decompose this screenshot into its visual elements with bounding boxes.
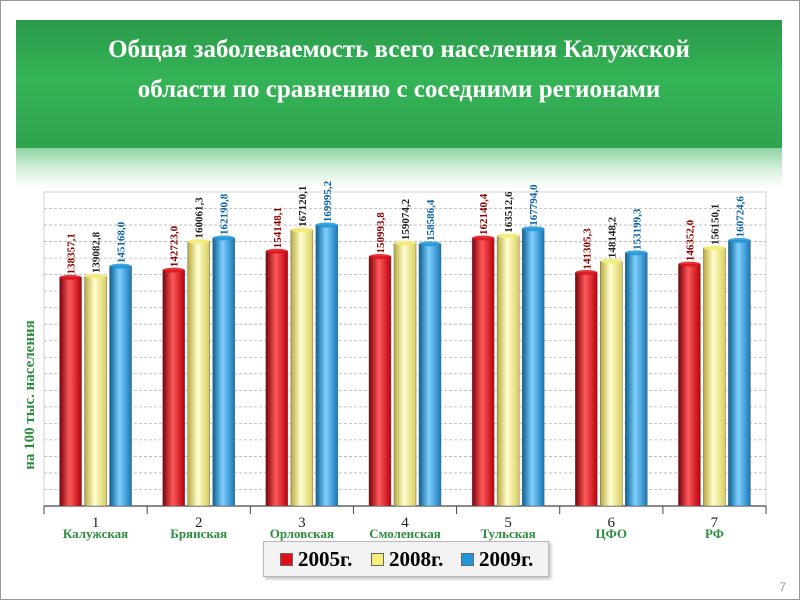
bar-value-label-2005: 142723,0 xyxy=(169,225,181,267)
bar-value-label-2009: 145168,0 xyxy=(116,221,128,263)
bar-2008 xyxy=(84,275,107,507)
bar-2009 xyxy=(418,243,442,507)
bar-value-label-2008: 139082,8 xyxy=(91,231,103,273)
bar-top-2008 xyxy=(394,240,416,246)
bar-2005 xyxy=(59,277,82,507)
bar-value-label-2009: 158586,4 xyxy=(425,199,437,241)
bar-top-2008 xyxy=(703,245,726,251)
bar-2005 xyxy=(368,256,392,507)
bar-2005 xyxy=(678,263,701,507)
slide-title: Общая заболеваемость всего населения Кал… xyxy=(16,30,782,110)
legend-item-2008: 2008г. xyxy=(371,546,444,571)
legend-item-2009: 2009г. xyxy=(461,546,534,571)
category-number: 3 xyxy=(298,515,306,531)
category-number: 5 xyxy=(504,515,512,531)
bar-value-label-2005: 162140,4 xyxy=(478,193,490,235)
bar-top-2005 xyxy=(678,261,701,267)
category-label: Тульская xyxy=(481,526,536,541)
bar-2009 xyxy=(109,265,132,507)
bar-value-label-2009: 162190,8 xyxy=(219,193,231,235)
legend-label-2009: 2009г. xyxy=(479,546,534,571)
bar-top-2009 xyxy=(419,241,441,247)
category-number: 4 xyxy=(401,515,409,531)
bar-value-label-2009: 153199,3 xyxy=(631,208,643,250)
bar-value-label-2005: 150993,8 xyxy=(375,212,387,254)
bar-2008 xyxy=(290,229,314,507)
bar-2005 xyxy=(162,269,185,507)
bar-2009 xyxy=(728,240,751,507)
bar-2005 xyxy=(471,237,495,507)
legend-swatch-2005 xyxy=(280,552,293,566)
slide-title-line-2: области по сравнению с соседними региона… xyxy=(137,76,661,103)
bar-value-label-2008: 167120,1 xyxy=(297,186,309,227)
bar-top-2005 xyxy=(162,267,185,273)
bar-value-label-2005: 141305,3 xyxy=(581,228,593,270)
category-label: Брянская xyxy=(170,526,227,541)
legend-label-2005: 2005г. xyxy=(298,546,353,571)
category-label: РФ xyxy=(705,526,724,541)
bar-top-2005 xyxy=(472,235,495,241)
legend-item-2005: 2005г. xyxy=(280,546,353,571)
category-number: 6 xyxy=(608,515,616,531)
bar-value-label-2008: 163512,6 xyxy=(503,191,515,233)
bar-top-2008 xyxy=(84,273,107,279)
legend-swatch-2008 xyxy=(371,552,384,566)
bar-2005 xyxy=(575,272,598,507)
bar-2008 xyxy=(600,260,623,507)
bar-2008 xyxy=(187,241,210,507)
bar-value-label-2005: 138357,1 xyxy=(66,233,78,274)
bar-top-2009 xyxy=(212,235,235,241)
slide-title-line-1: Общая заболеваемость всего населения Кал… xyxy=(108,36,690,63)
bar-2009 xyxy=(315,224,339,507)
bar-top-2009 xyxy=(522,226,545,232)
bar-top-2005 xyxy=(575,269,598,275)
bar-top-2005 xyxy=(369,253,391,259)
legend-label-2008: 2008г. xyxy=(389,546,444,571)
y-axis-label: на 100 тыс. населения xyxy=(22,320,38,470)
title-banner-fade xyxy=(16,148,782,188)
category-label: Калужская xyxy=(63,526,128,541)
bar-2008 xyxy=(703,247,726,507)
bar-value-label-2005: 146352,0 xyxy=(684,219,696,261)
category-number: 1 xyxy=(92,515,100,531)
bar-top-2005 xyxy=(59,274,82,280)
bar-top-2005 xyxy=(265,248,288,254)
bar-value-label-2008: 160061,3 xyxy=(194,197,206,239)
category-number: 2 xyxy=(195,515,203,531)
bar-2008 xyxy=(393,242,417,507)
category-label: ЦФО xyxy=(596,526,628,541)
page-number: 7 xyxy=(779,580,786,594)
bar-top-2008 xyxy=(600,258,623,264)
title-banner xyxy=(16,20,782,148)
chart-legend: 2005г. 2008г. 2009г. xyxy=(263,541,549,577)
bar-value-label-2008: 156150,1 xyxy=(709,204,721,245)
bar-2009 xyxy=(625,252,648,507)
bar-top-2008 xyxy=(497,233,520,239)
bar-top-2009 xyxy=(315,222,338,228)
bar-value-label-2005: 154148,1 xyxy=(272,207,284,248)
category-label: Смоленская xyxy=(369,526,441,541)
bar-top-2009 xyxy=(625,250,648,256)
bar-value-label-2008: 159074,2 xyxy=(400,198,412,240)
category-number: 7 xyxy=(711,515,719,531)
bar-2008 xyxy=(496,235,520,507)
bar-2005 xyxy=(265,250,289,507)
bar-2009 xyxy=(521,228,545,507)
bar-top-2008 xyxy=(187,238,210,244)
bar-value-label-2009: 169995,2 xyxy=(322,180,334,222)
bar-2009 xyxy=(212,237,235,507)
bar-top-2009 xyxy=(728,237,751,243)
bar-top-2008 xyxy=(290,227,313,233)
bar-value-label-2009: 167794,0 xyxy=(528,184,540,226)
legend-swatch-2009 xyxy=(461,552,474,566)
bar-value-label-2008: 148148,2 xyxy=(606,216,618,258)
bar-value-label-2009: 160724,6 xyxy=(734,196,746,238)
category-label: Орловская xyxy=(270,526,334,541)
bar-top-2009 xyxy=(109,263,132,269)
